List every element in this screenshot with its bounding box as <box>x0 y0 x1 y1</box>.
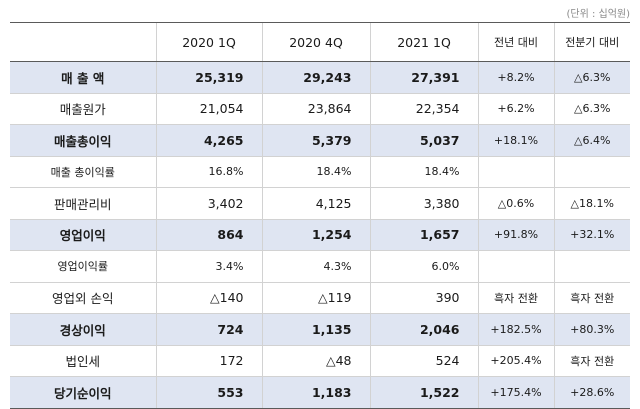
cell-2021-1q: 27,391 <box>369 61 478 94</box>
cell-2020-4q: △119 <box>261 282 370 314</box>
cell-2020-1q: 864 <box>155 219 262 251</box>
header-row: 2020 1Q 2020 4Q 2021 1Q 전년 대비 전분기 대비 <box>10 22 630 62</box>
unit-label: (단위 : 십억원) <box>566 9 630 20</box>
cell-2021-1q: 524 <box>369 345 478 377</box>
cell-yoy: +91.8% <box>477 219 554 251</box>
cell-2020-4q: 4.3% <box>261 250 370 283</box>
row-label: 영업외 손익 <box>10 282 156 314</box>
cell-yoy: +175.4% <box>477 376 554 409</box>
cell-qoq: △18.1% <box>553 187 630 220</box>
cell-2021-1q: 22,354 <box>369 93 478 125</box>
cell-qoq <box>553 156 630 188</box>
row-label: 매출총이익 <box>10 124 156 157</box>
cell-2021-1q: 2,046 <box>369 313 478 346</box>
cell-2020-1q: 4,265 <box>155 124 262 157</box>
row-label: 법인세 <box>10 345 156 377</box>
cell-qoq: △6.4% <box>553 124 630 157</box>
row-label: 매출 총이익률 <box>10 156 156 188</box>
cell-2020-4q: 18.4% <box>261 156 370 188</box>
row-label: 판매관리비 <box>10 187 156 220</box>
cell-2020-1q: 16.8% <box>155 156 262 188</box>
cell-2020-4q: 1,135 <box>261 313 370 346</box>
cell-yoy: +8.2% <box>477 61 554 94</box>
header-2020-1q: 2020 1Q <box>155 22 262 62</box>
financial-table: 2020 1Q 2020 4Q 2021 1Q 전년 대비 전분기 대비 매 출… <box>10 22 630 409</box>
table-row: 영업이익 864 1,254 1,657 +91.8% +32.1% <box>10 219 630 251</box>
cell-2020-1q: 25,319 <box>155 61 262 94</box>
cell-yoy: 흑자 전환 <box>477 282 554 314</box>
cell-2020-1q: 172 <box>155 345 262 377</box>
table-row: 당기순이익 553 1,183 1,522 +175.4% +28.6% <box>10 376 630 409</box>
cell-qoq <box>553 250 630 283</box>
cell-2020-4q: 29,243 <box>261 61 370 94</box>
row-label: 영업이익률 <box>10 250 156 283</box>
table-row: 영업외 손익 △140 △119 390 흑자 전환 흑자 전환 <box>10 282 630 314</box>
header-2021-1q: 2021 1Q <box>369 22 478 62</box>
table-row: 경상이익 724 1,135 2,046 +182.5% +80.3% <box>10 313 630 346</box>
cell-yoy: +205.4% <box>477 345 554 377</box>
cell-qoq: 흑자 전환 <box>553 345 630 377</box>
cell-2021-1q: 3,380 <box>369 187 478 220</box>
cell-qoq: △6.3% <box>553 93 630 125</box>
cell-2020-4q: 1,254 <box>261 219 370 251</box>
cell-2020-4q: 1,183 <box>261 376 370 409</box>
cell-2020-1q: 3.4% <box>155 250 262 283</box>
cell-yoy: +18.1% <box>477 124 554 157</box>
cell-yoy: +6.2% <box>477 93 554 125</box>
row-label: 당기순이익 <box>10 376 156 409</box>
row-label: 매 출 액 <box>10 61 156 94</box>
cell-2020-4q: 4,125 <box>261 187 370 220</box>
row-label: 매출원가 <box>10 93 156 125</box>
row-label: 영업이익 <box>10 219 156 251</box>
cell-qoq: +80.3% <box>553 313 630 346</box>
cell-2021-1q: 1,657 <box>369 219 478 251</box>
table-row: 매 출 액 25,319 29,243 27,391 +8.2% △6.3% <box>10 61 630 94</box>
cell-2020-4q: 5,379 <box>261 124 370 157</box>
row-label: 경상이익 <box>10 313 156 346</box>
table-row: 매출총이익 4,265 5,379 5,037 +18.1% △6.4% <box>10 124 630 157</box>
cell-2021-1q: 1,522 <box>369 376 478 409</box>
cell-yoy <box>477 250 554 283</box>
table-row: 판매관리비 3,402 4,125 3,380 △0.6% △18.1% <box>10 187 630 220</box>
cell-yoy: +182.5% <box>477 313 554 346</box>
header-yoy: 전년 대비 <box>477 22 554 62</box>
header-label <box>10 22 156 62</box>
cell-yoy <box>477 156 554 188</box>
table-row: 법인세 172 △48 524 +205.4% 흑자 전환 <box>10 345 630 377</box>
header-2020-4q: 2020 4Q <box>261 22 370 62</box>
cell-2021-1q: 6.0% <box>369 250 478 283</box>
table-row: 매출원가 21,054 23,864 22,354 +6.2% △6.3% <box>10 93 630 125</box>
cell-2021-1q: 390 <box>369 282 478 314</box>
cell-2020-1q: △140 <box>155 282 262 314</box>
cell-2021-1q: 5,037 <box>369 124 478 157</box>
cell-qoq: △6.3% <box>553 61 630 94</box>
cell-yoy: △0.6% <box>477 187 554 220</box>
cell-2020-1q: 3,402 <box>155 187 262 220</box>
cell-2020-1q: 553 <box>155 376 262 409</box>
cell-2020-1q: 724 <box>155 313 262 346</box>
cell-2020-4q: 23,864 <box>261 93 370 125</box>
cell-qoq: +28.6% <box>553 376 630 409</box>
header-qoq: 전분기 대비 <box>553 22 630 62</box>
cell-2021-1q: 18.4% <box>369 156 478 188</box>
table-row: 매출 총이익률 16.8% 18.4% 18.4% <box>10 156 630 188</box>
cell-2020-4q: △48 <box>261 345 370 377</box>
cell-2020-1q: 21,054 <box>155 93 262 125</box>
table-row: 영업이익률 3.4% 4.3% 6.0% <box>10 250 630 283</box>
cell-qoq: 흑자 전환 <box>553 282 630 314</box>
cell-qoq: +32.1% <box>553 219 630 251</box>
